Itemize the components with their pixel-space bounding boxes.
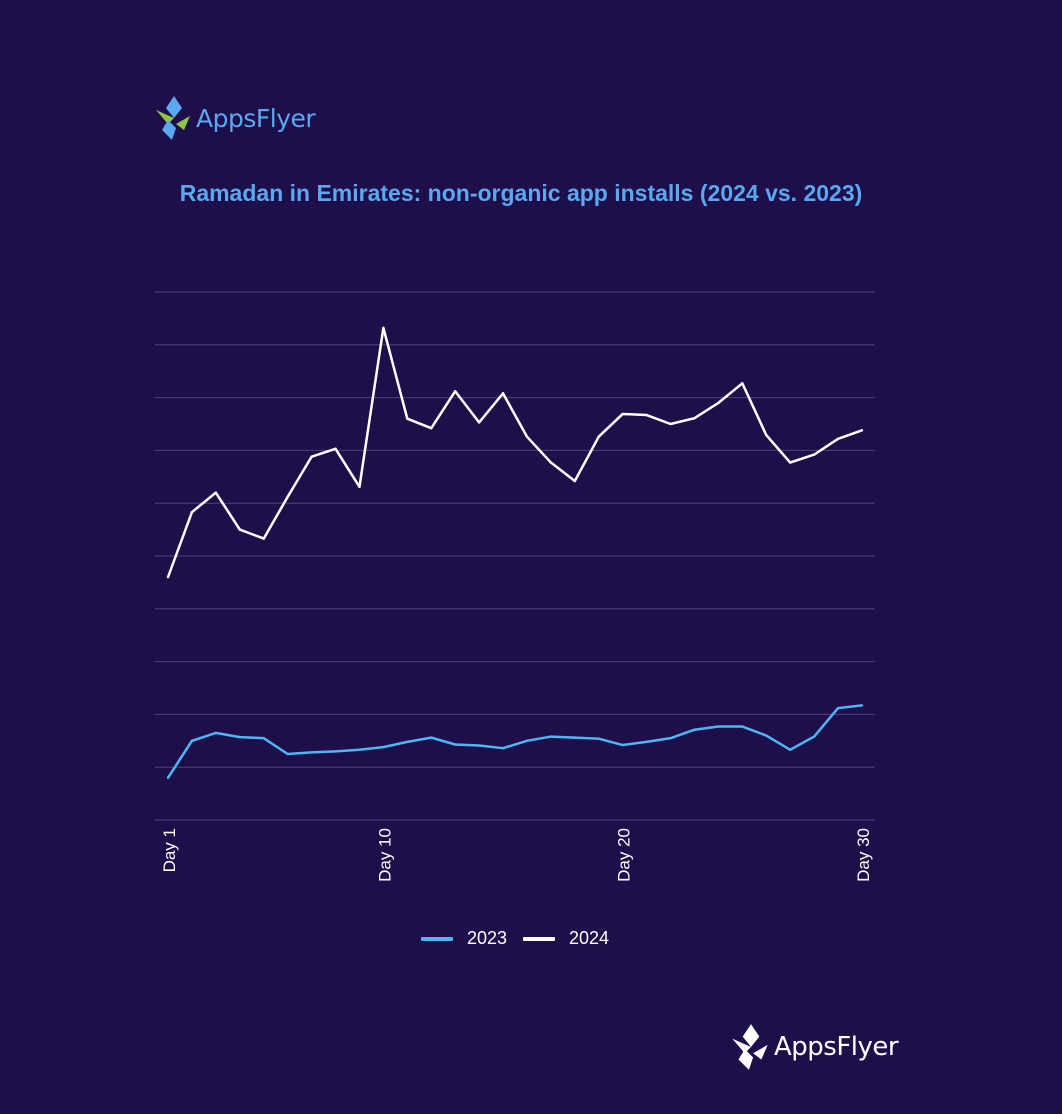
legend-item-2023[interactable]: 2023 <box>420 928 507 949</box>
data-point-2024-day-8 <box>334 447 337 451</box>
data-point-2024-day-6 <box>286 495 289 499</box>
x-axis-ticks: Day 1 Day 10 Day 20 Day 30 <box>160 828 873 882</box>
data-point-2023-day-17 <box>549 735 553 738</box>
data-point-2023-day-7 <box>310 751 313 754</box>
data-point-2023-day-14 <box>477 744 481 747</box>
data-point-2023-day-26 <box>765 734 768 737</box>
data-point-2023-day-23 <box>693 728 696 731</box>
legend-label-2024: 2024 <box>569 928 610 948</box>
data-point-2023-day-4 <box>238 735 241 739</box>
data-point-2023-day-5 <box>262 736 265 740</box>
data-point-2023-day-2 <box>190 739 194 742</box>
data-point-2024-day-20 <box>621 412 624 416</box>
data-point-2023-day-25 <box>741 725 744 728</box>
series-line-2023 <box>166 704 863 779</box>
data-point-2023-day-6 <box>286 752 289 756</box>
data-point-2024-day-7 <box>310 455 313 458</box>
appsflyer-logo-bottom: AppsFlyer <box>730 1022 899 1072</box>
data-point-2024-day-25 <box>741 382 744 385</box>
data-point-2023-day-29 <box>836 706 840 710</box>
series-line-2024 <box>166 326 863 578</box>
data-point-2023-day-22 <box>669 736 672 740</box>
data-point-2024-day-27 <box>789 461 792 464</box>
legend-swatch-2024 <box>523 936 555 941</box>
data-point-2024-day-11 <box>406 417 409 420</box>
data-point-2023-day-8 <box>334 750 337 753</box>
appsflyer-logo-top: AppsFlyer <box>154 94 316 142</box>
data-point-2023-day-9 <box>358 748 361 751</box>
data-point-2023-day-24 <box>717 725 720 728</box>
legend-item-2024[interactable]: 2024 <box>523 928 609 949</box>
appsflyer-mark-icon <box>156 96 190 140</box>
data-point-2024-day-16 <box>525 435 529 438</box>
series-lines <box>166 326 864 779</box>
legend-label-2023: 2023 <box>466 928 507 948</box>
data-point-2024-day-9 <box>358 485 361 489</box>
data-point-2024-day-2 <box>190 510 194 514</box>
appsflyer-wordmark-bottom: AppsFlyer <box>774 1032 899 1062</box>
data-point-2024-day-3 <box>214 491 218 494</box>
legend: 2023 2024 <box>0 928 1030 949</box>
data-point-2024-day-29 <box>836 437 840 440</box>
data-point-2023-day-10 <box>382 745 385 749</box>
data-point-2024-day-22 <box>669 422 672 426</box>
x-tick-label: Day 1 <box>160 828 179 872</box>
data-point-2023-day-12 <box>430 736 433 739</box>
data-point-2024-day-19 <box>597 435 600 438</box>
data-point-2024-day-21 <box>645 413 648 417</box>
x-tick-label: Day 20 <box>615 828 634 882</box>
data-point-2023-day-18 <box>573 736 577 739</box>
data-point-2023-day-13 <box>453 743 457 746</box>
data-point-2024-day-28 <box>812 453 816 456</box>
data-point-2023-day-11 <box>406 740 409 744</box>
data-point-2023-day-3 <box>214 731 218 735</box>
x-tick-label: Day 30 <box>854 828 873 882</box>
data-point-2023-day-27 <box>789 748 792 751</box>
legend-swatch-2023 <box>420 936 453 941</box>
data-point-2023-day-30 <box>860 704 864 707</box>
data-point-2023-day-21 <box>645 740 648 744</box>
appsflyer-wordmark-top: AppsFlyer <box>196 103 316 133</box>
data-point-2023-day-28 <box>812 735 816 738</box>
data-point-2024-day-10 <box>382 326 385 330</box>
data-point-2023-day-19 <box>597 737 600 740</box>
data-point-2024-day-4 <box>238 528 241 531</box>
data-point-2024-day-24 <box>717 401 720 405</box>
data-point-2024-day-14 <box>477 421 481 424</box>
x-tick-label: Day 10 <box>375 828 394 882</box>
chart-title: Ramadan in Emirates: non-organic app ins… <box>179 180 863 206</box>
data-point-2024-day-5 <box>262 537 265 540</box>
data-point-2023-day-20 <box>621 743 624 747</box>
appsflyer-mark-icon <box>732 1024 768 1070</box>
data-point-2024-day-26 <box>765 433 768 437</box>
data-point-2024-day-13 <box>453 390 457 393</box>
data-point-2024-day-12 <box>430 427 433 430</box>
data-point-2023-day-1 <box>166 776 170 779</box>
data-point-2024-day-18 <box>573 479 577 483</box>
data-point-2024-day-17 <box>549 461 553 464</box>
data-point-2023-day-15 <box>501 746 505 750</box>
data-point-2024-day-23 <box>693 416 696 420</box>
data-point-2024-day-1 <box>166 575 170 579</box>
data-point-2024-day-30 <box>860 429 864 432</box>
data-point-2023-day-16 <box>525 739 529 742</box>
data-point-2024-day-15 <box>501 392 505 395</box>
grid-lines <box>155 291 875 821</box>
